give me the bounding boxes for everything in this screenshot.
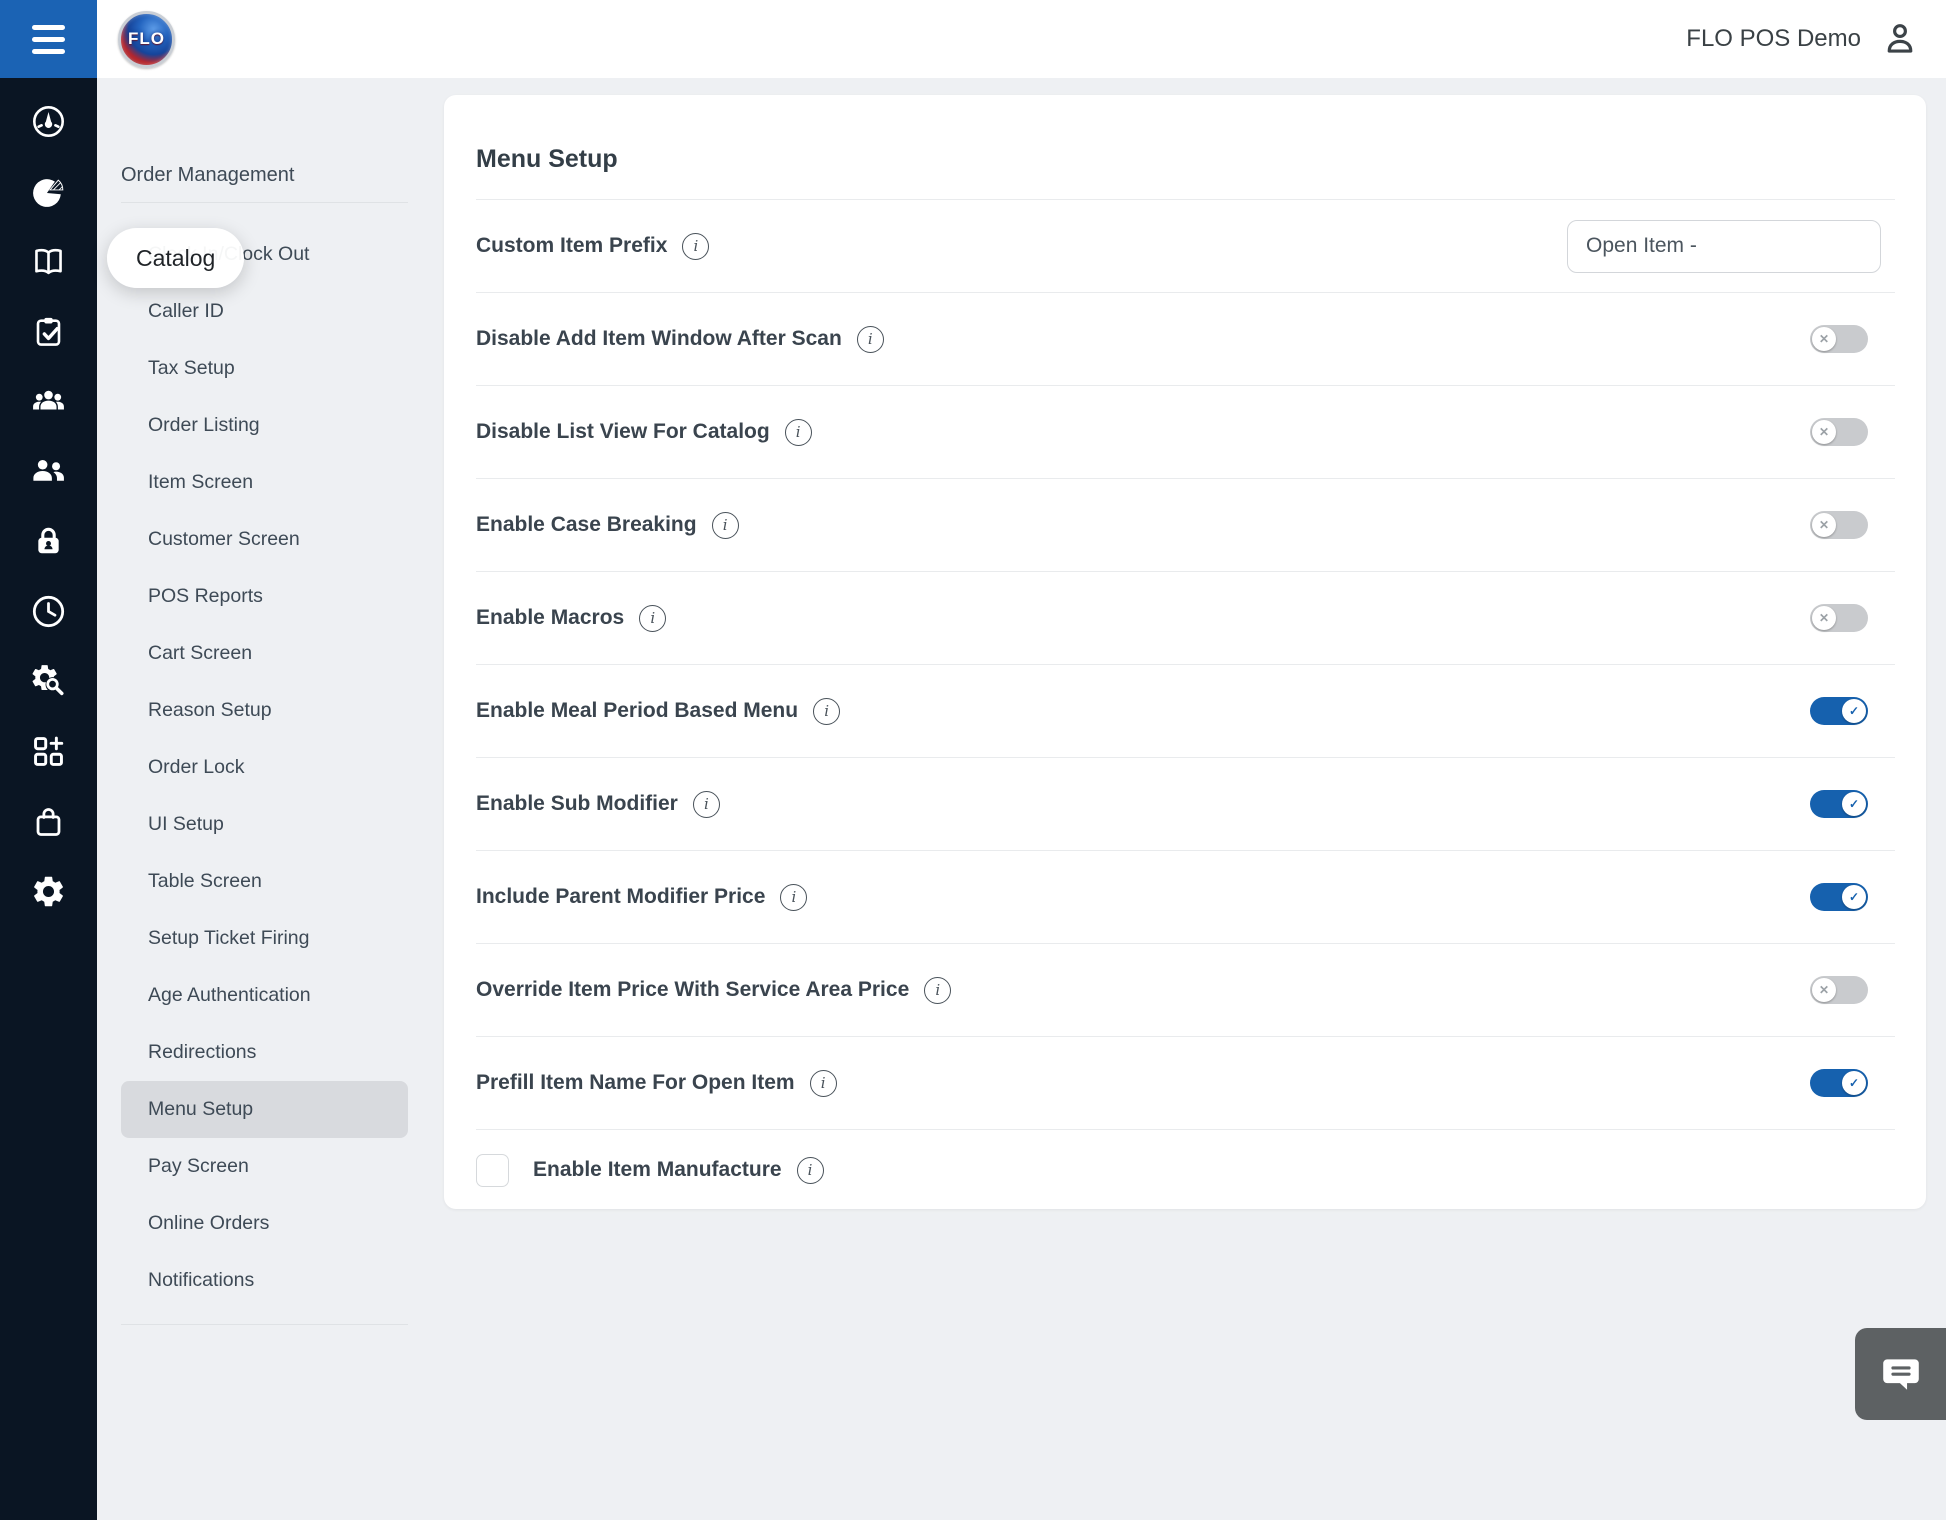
account-name: FLO POS Demo xyxy=(1686,25,1861,52)
addons-grid-icon[interactable] xyxy=(26,729,71,774)
info-icon[interactable]: i xyxy=(784,418,812,446)
override-item-price-with-service-area-price-toggle[interactable]: ✕ xyxy=(1810,976,1868,1004)
sidebar-item-caller-id[interactable]: Caller ID xyxy=(148,300,224,322)
flo-logo-text: FLO xyxy=(128,29,165,48)
info-icon[interactable]: i xyxy=(809,1069,837,1097)
setting-label: Include Parent Modifier Price xyxy=(476,885,766,908)
sidebar-item-menu-setup[interactable]: Menu Setup xyxy=(121,1081,408,1138)
hamburger-menu-icon[interactable] xyxy=(0,0,97,78)
sidebar-bottom-divider xyxy=(121,1324,408,1325)
setting-row-enable-case-breaking: Enable Case Breaking i ✕ xyxy=(476,479,1895,572)
sidebar-divider xyxy=(121,202,408,203)
setting-row-enable-item-manufacture: Enable Item Manufacture i xyxy=(476,1130,1895,1211)
setting-label: Custom Item Prefix xyxy=(476,234,668,257)
sidebar-item-order-listing[interactable]: Order Listing xyxy=(148,414,260,436)
disable-add-item-window-after-scan-toggle[interactable]: ✕ xyxy=(1810,325,1868,353)
sidebar-item-item-screen[interactable]: Item Screen xyxy=(148,471,254,493)
prefill-item-name-for-open-item-toggle[interactable]: ✓ xyxy=(1810,1069,1868,1097)
sidebar-item-tax-setup[interactable]: Tax Setup xyxy=(148,357,235,379)
setting-row-enable-macros: Enable Macros i ✕ xyxy=(476,572,1895,665)
info-icon[interactable]: i xyxy=(813,697,841,725)
setting-row-enable-sub-modifier: Enable Sub Modifier i ✓ xyxy=(476,758,1895,851)
sidebar-item-order-lock[interactable]: Order Lock xyxy=(148,756,245,778)
dashboard-icon[interactable] xyxy=(26,99,71,144)
enable-case-breaking-toggle[interactable]: ✕ xyxy=(1810,511,1868,539)
setting-label: Prefill Item Name For Open Item xyxy=(476,1071,795,1094)
enable-macros-toggle[interactable]: ✕ xyxy=(1810,604,1868,632)
setting-row-custom-item-prefix: Custom Item Prefix i xyxy=(476,200,1895,293)
sidebar-item-table-screen[interactable]: Table Screen xyxy=(148,870,262,892)
info-icon[interactable]: i xyxy=(780,883,808,911)
info-icon[interactable]: i xyxy=(711,511,739,539)
setting-row-override-item-price-with-service-area-price: Override Item Price With Service Area Pr… xyxy=(476,944,1895,1037)
info-icon[interactable]: i xyxy=(682,232,710,260)
enable-item-manufacture-checkbox[interactable] xyxy=(476,1153,509,1187)
sidebar-item-customer-screen[interactable]: Customer Screen xyxy=(148,528,300,550)
pie-chart-icon[interactable] xyxy=(26,169,71,214)
enable-meal-period-based-menu-toggle[interactable]: ✓ xyxy=(1810,697,1868,725)
settings-gear-icon[interactable] xyxy=(26,869,71,914)
catalog-tooltip-label: Catalog xyxy=(136,244,216,271)
time-clock-icon[interactable] xyxy=(26,589,71,634)
catalog-book-icon[interactable] xyxy=(26,239,71,284)
employees-icon[interactable] xyxy=(26,449,71,494)
chat-launcher-button[interactable] xyxy=(1855,1328,1946,1420)
setting-row-include-parent-modifier-price: Include Parent Modifier Price i ✓ xyxy=(476,851,1895,944)
info-icon[interactable]: i xyxy=(796,1156,824,1184)
custom-item-prefix-input[interactable] xyxy=(1567,219,1881,273)
setting-row-enable-meal-period-based-menu: Enable Meal Period Based Menu i ✓ xyxy=(476,665,1895,758)
icon-rail xyxy=(0,0,97,1520)
setting-row-disable-add-item-window-after-scan: Disable Add Item Window After Scan i ✕ xyxy=(476,293,1895,386)
setting-label: Enable Macros xyxy=(476,606,625,629)
setting-label: Disable List View For Catalog xyxy=(476,420,770,443)
menu-setup-panel: Menu Setup Custom Item PrefixiDisable Ad… xyxy=(444,95,1926,1211)
sidebar-item-online-orders[interactable]: Online Orders xyxy=(148,1212,270,1234)
sidebar-item-pay-screen[interactable]: Pay Screen xyxy=(148,1155,249,1177)
flo-logo: FLO xyxy=(118,10,175,68)
sidebar-item-pos-reports[interactable]: POS Reports xyxy=(148,585,263,607)
shopping-bag-icon[interactable] xyxy=(26,799,71,844)
sidebar-item-notifications[interactable]: Notifications xyxy=(148,1269,255,1291)
info-icon[interactable]: i xyxy=(856,325,884,353)
setting-label: Enable Item Manufacture xyxy=(533,1158,782,1181)
catalog-tooltip: Catalog xyxy=(107,228,245,288)
sidebar-item-ui-setup[interactable]: UI Setup xyxy=(148,813,224,835)
info-icon[interactable]: i xyxy=(692,790,720,818)
include-parent-modifier-price-toggle[interactable]: ✓ xyxy=(1810,883,1868,911)
clipboard-check-icon[interactable] xyxy=(26,309,71,354)
top-header: FLO FLO POS Demo xyxy=(97,0,1946,78)
setting-label: Enable Case Breaking xyxy=(476,513,697,536)
setting-row-disable-list-view-for-catalog: Disable List View For Catalog i ✕ xyxy=(476,386,1895,479)
sidebar-item-cart-screen[interactable]: Cart Screen xyxy=(148,642,253,664)
order-management-sidebar: Order Management Clock In/Clock OutCalle… xyxy=(97,78,408,1520)
page-title: Menu Setup xyxy=(476,95,1895,200)
sidebar-item-reason-setup[interactable]: Reason Setup xyxy=(148,699,272,721)
chat-bubble-icon xyxy=(1882,1359,1919,1390)
customers-group-icon[interactable] xyxy=(26,379,71,424)
setting-label: Enable Sub Modifier xyxy=(476,792,678,815)
disable-list-view-for-catalog-toggle[interactable]: ✕ xyxy=(1810,418,1868,446)
info-icon[interactable]: i xyxy=(924,976,952,1004)
setting-label: Disable Add Item Window After Scan xyxy=(476,327,842,350)
setting-label: Override Item Price With Service Area Pr… xyxy=(476,978,910,1001)
settings-search-icon[interactable] xyxy=(26,659,71,704)
enable-sub-modifier-toggle[interactable]: ✓ xyxy=(1810,790,1868,818)
sidebar-item-setup-ticket-firing[interactable]: Setup Ticket Firing xyxy=(148,927,310,949)
user-profile-icon[interactable] xyxy=(1880,19,1920,59)
sidebar-item-age-authentication[interactable]: Age Authentication xyxy=(148,984,311,1006)
setting-row-prefill-item-name-for-open-item: Prefill Item Name For Open Item i ✓ xyxy=(476,1037,1895,1130)
security-lock-icon[interactable] xyxy=(26,519,71,564)
setting-label: Enable Meal Period Based Menu xyxy=(476,699,799,722)
sidebar-item-redirections[interactable]: Redirections xyxy=(148,1041,257,1063)
sidebar-section-title: Order Management xyxy=(121,164,295,186)
info-icon[interactable]: i xyxy=(639,604,667,632)
